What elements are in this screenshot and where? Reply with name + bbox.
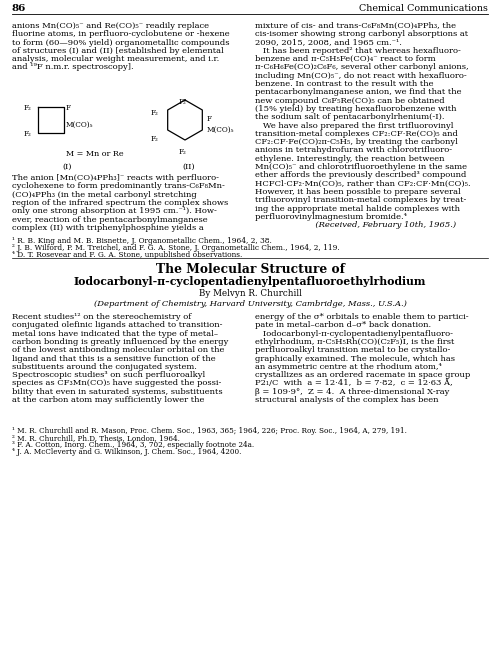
Text: (Received, February 10th, 1965.): (Received, February 10th, 1965.) [255,221,456,229]
Text: pentacarbonylmanganese anion, we find that the: pentacarbonylmanganese anion, we find th… [255,88,462,96]
Text: ether affords the previously described³ compound: ether affords the previously described³ … [255,172,466,179]
Text: ligand and that this is a sensitive function of the: ligand and that this is a sensitive func… [12,354,216,362]
Text: only one strong absorption at 1995 cm.⁻¹). How-: only one strong absorption at 1995 cm.⁻¹… [12,207,217,215]
Text: (CO)₄PPh₃ (in the metal carbonyl stretching: (CO)₄PPh₃ (in the metal carbonyl stretch… [12,191,197,198]
Text: M(CO)₅: M(CO)₅ [207,126,234,134]
Text: HCFCl·CF₂·Mn(CO)₅, rather than CF₂:CF·Mn(CO)₅.: HCFCl·CF₂·Mn(CO)₅, rather than CF₂:CF·Mn… [255,179,470,188]
Text: perfluorovinylmagnesium bromide.⁴: perfluorovinylmagnesium bromide.⁴ [255,213,407,221]
Text: ³ F. A. Cotton, Inorg. Chem., 1964, 3, 702, especially footnote 24a.: ³ F. A. Cotton, Inorg. Chem., 1964, 3, 7… [12,441,254,449]
Text: Recent studies¹² on the stereochemistry of: Recent studies¹² on the stereochemistry … [12,313,192,321]
Text: (II): (II) [182,163,194,171]
Text: Spectroscopic studies³ on such perfluoroalkyl: Spectroscopic studies³ on such perfluoro… [12,371,205,379]
Text: the sodium salt of pentacarbonylrhenium(-I).: the sodium salt of pentacarbonylrhenium(… [255,113,444,121]
Text: region of the infrared spectrum the complex shows: region of the infrared spectrum the comp… [12,199,228,207]
Text: perfluoroalkyl transition metal to be crystallo-: perfluoroalkyl transition metal to be cr… [255,346,450,354]
Text: complex (II) with triphenylphosphine yields a: complex (II) with triphenylphosphine yie… [12,224,204,232]
Text: (15% yield) by treating hexafluorobenzene with: (15% yield) by treating hexafluorobenzen… [255,105,456,113]
Text: F₂: F₂ [179,98,187,106]
Text: cis-isomer showing strong carbonyl absorptions at: cis-isomer showing strong carbonyl absor… [255,30,468,38]
Text: (I): (I) [62,163,72,171]
Text: By Melvyn R. Churchill: By Melvyn R. Churchill [198,289,302,298]
Text: structural analysis of the complex has been: structural analysis of the complex has b… [255,396,438,404]
Text: graphically examined. The molecule, which has: graphically examined. The molecule, whic… [255,354,455,362]
Text: ² J. B. Wilford, P. M. Treichel, and F. G. A. Stone, J. Organometallic Chem., 19: ² J. B. Wilford, P. M. Treichel, and F. … [12,244,340,252]
Text: energy of the σ* orbitals to enable them to partici-: energy of the σ* orbitals to enable them… [255,313,468,321]
Text: It has been reported² that whereas hexafluoro-: It has been reported² that whereas hexaf… [255,47,461,55]
Text: ¹ M. R. Churchill and R. Mason, Proc. Chem. Soc., 1963, 365; 1964, 226; Proc. Ro: ¹ M. R. Churchill and R. Mason, Proc. Ch… [12,427,407,435]
Text: ⁴ J. A. McCleverty and G. Wilkinson, J. Chem. Soc., 1964, 4200.: ⁴ J. A. McCleverty and G. Wilkinson, J. … [12,448,241,456]
Text: of structures (I) and (II) [established by elemental: of structures (I) and (II) [established … [12,47,224,55]
Text: ¹ R. B. King and M. B. Bisnette, J. Organometallic Chem., 1964, 2, 38.: ¹ R. B. King and M. B. Bisnette, J. Orga… [12,237,272,245]
Text: at the carbon atom may sufficiently lower the: at the carbon atom may sufficiently lowe… [12,396,204,404]
Text: F₂: F₂ [24,104,32,112]
Text: However, it has been possible to prepare several: However, it has been possible to prepare… [255,188,461,196]
Text: fluorine atoms, in perfluoro-cyclobutene or -hexene: fluorine atoms, in perfluoro-cyclobutene… [12,30,230,38]
Text: and ¹⁹F n.m.r. spectroscopy].: and ¹⁹F n.m.r. spectroscopy]. [12,64,134,71]
Text: anions in tetrahydrofuran with chlorotrifluoro-: anions in tetrahydrofuran with chlorotri… [255,147,452,155]
Text: benzene. In contrast to the result with the: benzene. In contrast to the result with … [255,80,434,88]
Text: M(CO)₅: M(CO)₅ [66,121,94,129]
Text: benzene and π-C₅H₅Fe(CO)₄⁻ react to form: benzene and π-C₅H₅Fe(CO)₄⁻ react to form [255,55,436,63]
Text: 86: 86 [12,4,26,13]
Text: an asymmetric centre at the rhodium atom,⁴: an asymmetric centre at the rhodium atom… [255,363,442,371]
Text: (Department of Chemistry, Harvard University, Cambridge, Mass., U.S.A.): (Department of Chemistry, Harvard Univer… [94,300,406,308]
Text: 2090, 2015, 2008, and 1965 cm.⁻¹.: 2090, 2015, 2008, and 1965 cm.⁻¹. [255,39,402,47]
Text: substituents around the conjugated system.: substituents around the conjugated syste… [12,363,197,371]
Text: conjugated olefinic ligands attached to transition-: conjugated olefinic ligands attached to … [12,322,222,329]
Text: ethylene. Interestingly, the reaction between: ethylene. Interestingly, the reaction be… [255,155,444,163]
Text: F: F [66,104,71,112]
Text: analysis, molecular weight measurement, and i.r.: analysis, molecular weight measurement, … [12,55,219,63]
Text: including Mn(CO)₅⁻, do not react with hexafluoro-: including Mn(CO)₅⁻, do not react with he… [255,72,467,80]
Text: We have also prepared the first trifluorovinyl: We have also prepared the first trifluor… [255,122,454,130]
Text: carbon bonding is greatly influenced by the energy: carbon bonding is greatly influenced by … [12,338,228,346]
Text: bility that even in saturated systems, substituents: bility that even in saturated systems, s… [12,388,222,396]
Text: CF₂:CF·Fe(CO)₂π-C₅H₅, by treating the carbonyl: CF₂:CF·Fe(CO)₂π-C₅H₅, by treating the ca… [255,138,458,146]
Text: anions Mn(CO)₅⁻ and Re(CO)₅⁻ readily replace: anions Mn(CO)₅⁻ and Re(CO)₅⁻ readily rep… [12,22,209,30]
Text: species as CF₃Mn(CO)₅ have suggested the possi-: species as CF₃Mn(CO)₅ have suggested the… [12,379,222,387]
Text: The anion [Mn(CO)₄PPh₃]⁻ reacts with perfluoro-: The anion [Mn(CO)₄PPh₃]⁻ reacts with per… [12,174,219,182]
Text: ever, reaction of the pentacarbonylmanganese: ever, reaction of the pentacarbonylmanga… [12,215,207,223]
Text: pate in metal–carbon d–σ* back donation.: pate in metal–carbon d–σ* back donation. [255,322,431,329]
Text: β = 109·9°,  Z = 4.  A three-dimensional X-ray: β = 109·9°, Z = 4. A three-dimensional X… [255,388,450,396]
Text: F₂: F₂ [24,130,32,138]
Text: Mn(CO)₅⁻ and chlorotrifluoroethylene in the same: Mn(CO)₅⁻ and chlorotrifluoroethylene in … [255,163,467,171]
Text: P2₁/C  with  a = 12·41,  b = 7·82,  c = 12·63 Å,: P2₁/C with a = 12·41, b = 7·82, c = 12·6… [255,379,452,387]
Text: metal ions have indicated that the type of metal–: metal ions have indicated that the type … [12,329,218,337]
Text: ing the appropriate metal halide complexes with: ing the appropriate metal halide complex… [255,204,460,213]
Text: of the lowest antibonding molecular orbital on the: of the lowest antibonding molecular orbi… [12,346,224,354]
Text: to form (60—90% yield) organometallic compounds: to form (60—90% yield) organometallic co… [12,39,230,47]
Text: trifluorovinyl transition-metal complexes by treat-: trifluorovinyl transition-metal complexe… [255,196,466,204]
Text: Chemical Communications: Chemical Communications [359,4,488,13]
Text: ² M. R. Churchill, Ph.D. Thesis, London, 1964.: ² M. R. Churchill, Ph.D. Thesis, London,… [12,434,180,442]
Text: The Molecular Structure of: The Molecular Structure of [156,263,344,276]
Text: F₂: F₂ [179,148,187,156]
Text: transition-metal complexes CF₂:CF·Re(CO)₅ and: transition-metal complexes CF₂:CF·Re(CO)… [255,130,458,138]
Text: M = Mn or Re: M = Mn or Re [66,150,124,158]
Text: F: F [207,115,212,123]
Text: ⁴ D. T. Rosevear and F. G. A. Stone, unpublished observations.: ⁴ D. T. Rosevear and F. G. A. Stone, unp… [12,252,242,259]
Text: cyclohexene to form predominantly trans-C₆F₈Mn-: cyclohexene to form predominantly trans-… [12,182,225,191]
Text: π-C₆H₆Fe(CO)₂C₆F₆, several other carbonyl anions,: π-C₆H₆Fe(CO)₂C₆F₆, several other carbony… [255,64,468,71]
Text: Iodocarbonyl-π-cyclopentadienylpentafluoro-: Iodocarbonyl-π-cyclopentadienylpentafluo… [255,329,453,337]
Text: F₂: F₂ [151,109,159,117]
Text: crystallizes as an ordered racemate in space group: crystallizes as an ordered racemate in s… [255,371,470,379]
Text: mixture of cis- and trans-C₆F₈Mn(CO)₄PPh₃, the: mixture of cis- and trans-C₆F₈Mn(CO)₄PPh… [255,22,456,30]
Text: new compound C₆F₅Re(CO)₅ can be obtained: new compound C₆F₅Re(CO)₅ can be obtained [255,97,444,105]
Text: F₂: F₂ [151,135,159,143]
Text: Iodocarbonyl-π-cyclopentadienylpentafluoroethylrhodium: Iodocarbonyl-π-cyclopentadienylpentafluo… [74,276,426,287]
Text: ethylrhodium, π-C₅H₅Rh(CO)(C₂F₅)I, is the first: ethylrhodium, π-C₅H₅Rh(CO)(C₂F₅)I, is th… [255,338,454,346]
